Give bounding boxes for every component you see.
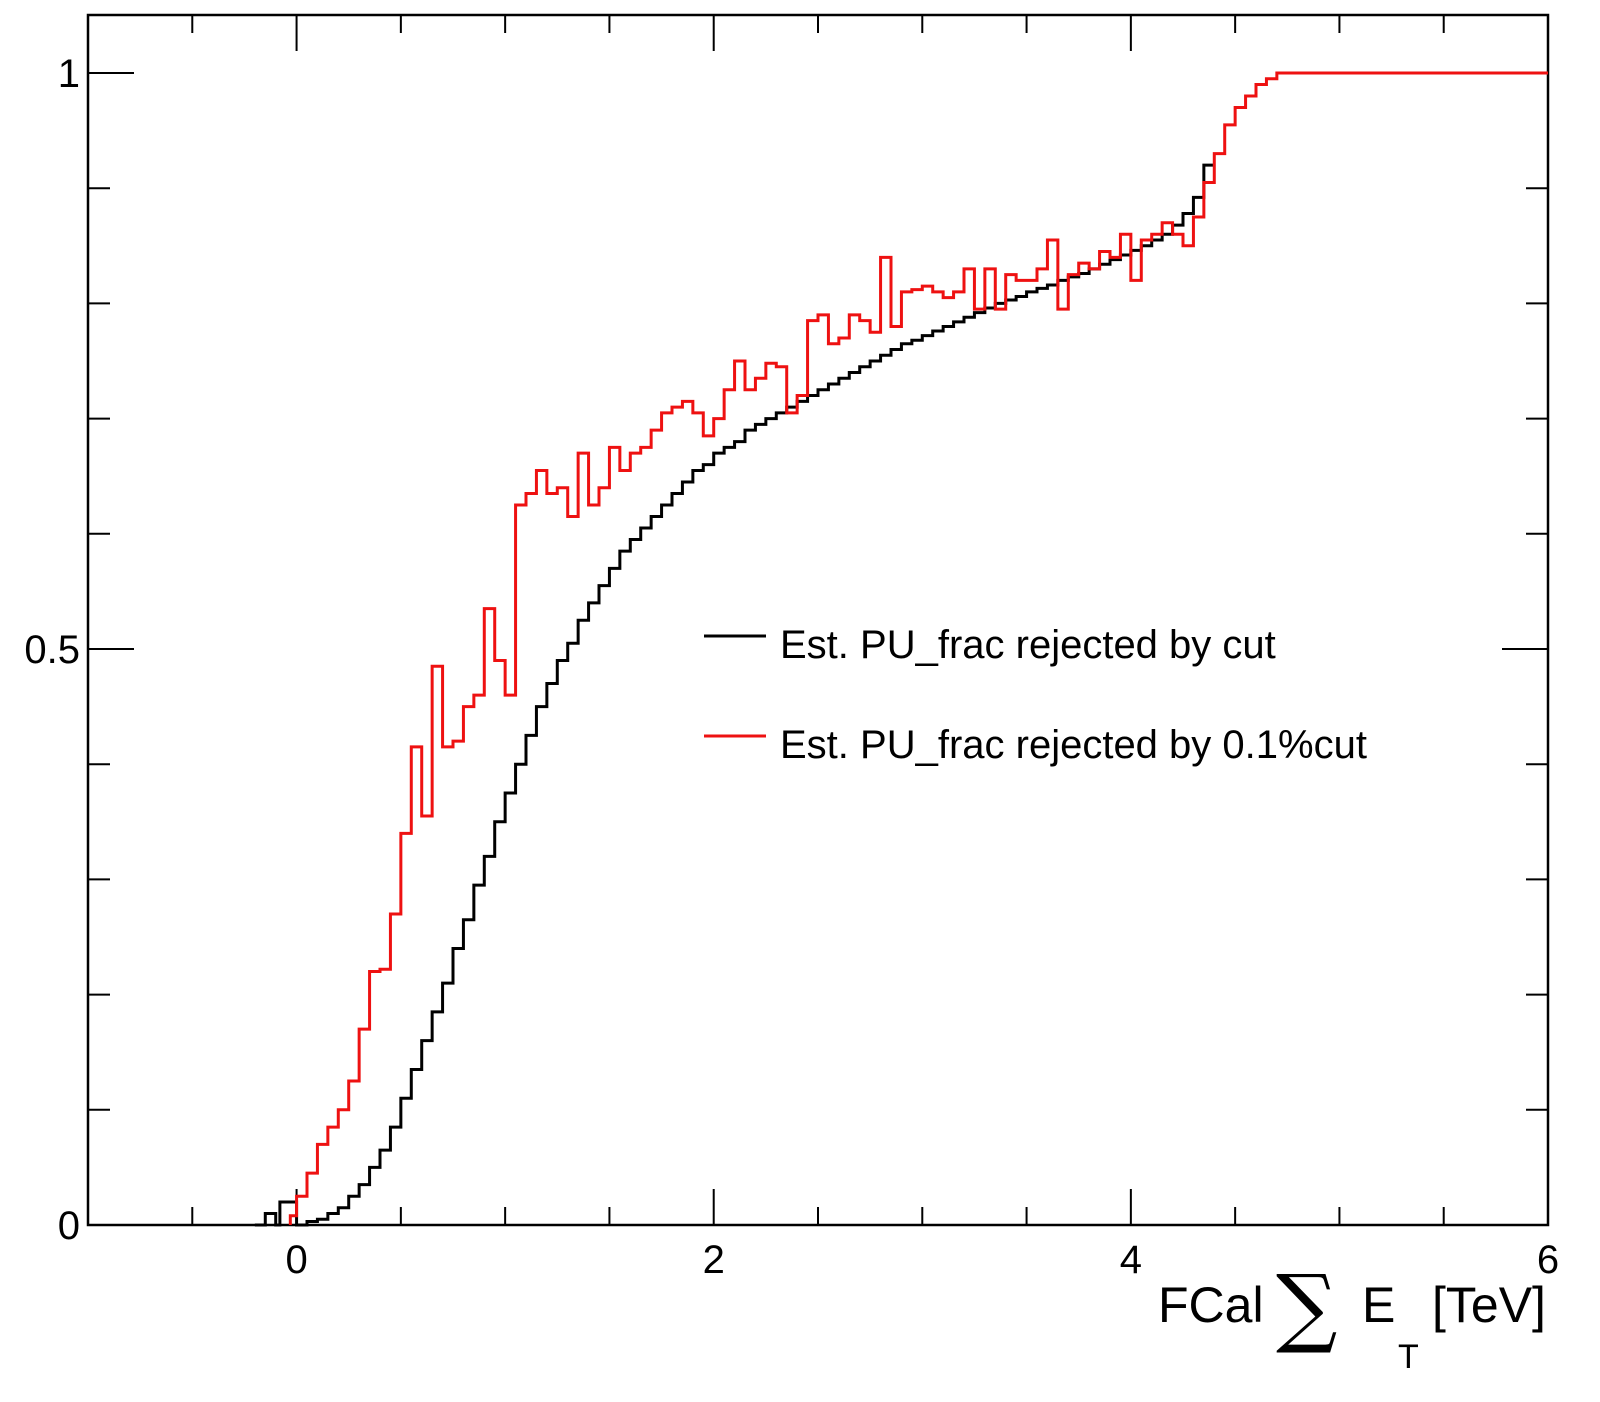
plot-frame [86, 13, 1550, 1227]
series-line-cut-0-1-percent [288, 71, 1548, 1225]
legend-label: Est. PU_frac rejected by cut [780, 623, 1276, 667]
x-axis-title-var: E [1362, 1277, 1395, 1333]
legend-label: Est. PU_frac rejected by 0.1%cut [780, 723, 1367, 767]
legend: Est. PU_frac rejected by cut Est. PU_frac… [704, 623, 1367, 767]
plot-area [254, 71, 1548, 1227]
x-tick-label: 4 [1120, 1238, 1142, 1282]
y-tick-label: 1 [58, 52, 80, 96]
y-tick-label: 0.5 [24, 628, 80, 672]
x-tick-label: 0 [285, 1238, 307, 1282]
x-axis-title: FCal ∑ E T [TeV] [1158, 1257, 1546, 1376]
y-tick-label: 0 [58, 1204, 80, 1248]
x-axis-title-prefix: FCal [1158, 1277, 1264, 1333]
x-tick-label: 2 [703, 1238, 725, 1282]
x-axis-title-unit: [TeV] [1432, 1277, 1546, 1333]
axes: 0 2 4 6 0 0.5 1 [24, 13, 1559, 1282]
series-line-cut [254, 163, 1215, 1227]
x-axis-title-subscript: T [1398, 1338, 1419, 1376]
x-tick-label: 6 [1537, 1238, 1559, 1282]
x-axis-title-sum-symbol: ∑ [1276, 1257, 1337, 1357]
